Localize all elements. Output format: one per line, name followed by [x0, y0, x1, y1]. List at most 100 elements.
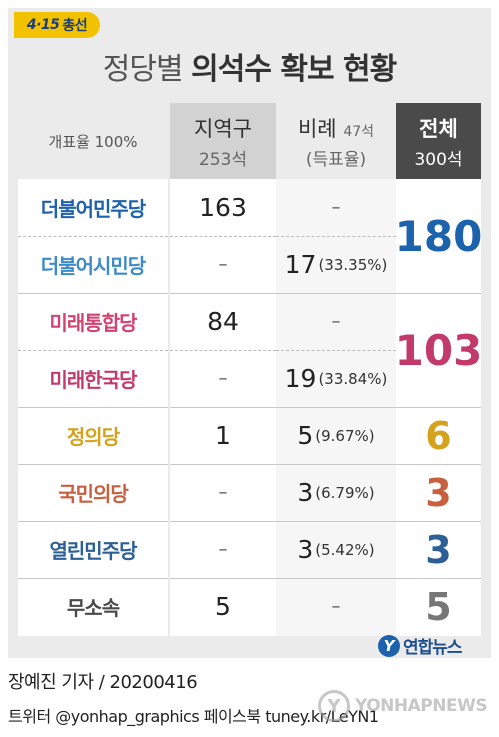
party-name: 국민의당: [58, 482, 129, 506]
title-light: 정당별: [102, 52, 184, 87]
row-divider: [18, 464, 168, 465]
row-divider: [170, 293, 276, 294]
pr-seats-value: 3: [297, 478, 314, 507]
district-seats: 84: [207, 307, 239, 336]
row-divider: [276, 293, 396, 294]
total-seats: 3: [425, 470, 452, 515]
row-divider: [276, 407, 396, 408]
party-name: 미래통합당: [49, 311, 138, 335]
badge-label: 총선: [62, 18, 88, 34]
total-divider: [396, 578, 481, 579]
header-pr: 비례 47석 (득표율): [276, 103, 396, 179]
district-seats: 163: [199, 193, 247, 222]
header-district-label: 지역구: [194, 116, 252, 141]
page-title: 정당별 의석수 확보 현황: [0, 44, 499, 88]
header-total: 전체 300석: [396, 103, 481, 179]
row-divider: [276, 350, 396, 351]
district-seats: 1: [215, 421, 231, 450]
row-divider: [18, 350, 168, 351]
row-divider: [276, 578, 396, 579]
pr-seats: 5 (9.67%): [276, 407, 396, 464]
total-column: 180 103 6 3 3 5: [394, 179, 483, 636]
yonhap-logo: Y 연합뉴스: [378, 633, 463, 658]
total-seats: 6: [425, 413, 452, 458]
header-total-seats: 300석: [414, 149, 463, 170]
pr-vote-share: (9.67%): [315, 426, 375, 445]
pr-seats-value: –: [331, 596, 341, 617]
row-divider: [170, 521, 276, 522]
row-divider: [276, 521, 396, 522]
total-seats: 180: [394, 211, 483, 261]
row-divider: [18, 293, 168, 294]
pr-seats: 3 (6.79%): [276, 464, 396, 521]
pr-seats: –: [276, 578, 396, 635]
total-seats: 5: [425, 584, 452, 629]
counting-rate: 개표율 100%: [48, 132, 138, 151]
row-divider: [170, 350, 276, 351]
badge-mark: 4·15: [26, 17, 60, 33]
total-divider: [396, 464, 481, 465]
party-name: 정의당: [66, 425, 120, 449]
pr-vote-share: (33.84%): [318, 369, 388, 388]
pr-seats-value: 5: [297, 421, 314, 450]
election-badge: 4·15 총선: [14, 12, 100, 38]
pr-seats: –: [276, 179, 396, 236]
row-divider: [276, 464, 396, 465]
total-divider: [396, 521, 481, 522]
sns-credit: 트위터 @yonhap_graphics 페이스북 tuney.kr/LeYN1: [8, 707, 379, 726]
title-bold: 의석수 확보 현황: [191, 52, 397, 87]
district-seats: –: [218, 482, 228, 503]
row-divider: [170, 407, 276, 408]
reporter-credit: 장예진 기자 / 20200416: [8, 672, 198, 693]
pr-seats-value: –: [331, 311, 341, 332]
yonhap-logo-icon: Y: [378, 634, 400, 657]
pr-seats: –: [276, 293, 396, 350]
pr-vote-share: (6.79%): [315, 483, 375, 502]
row-divider: [18, 407, 168, 408]
header-pr-sub: (득표율): [305, 149, 367, 170]
total-divider: [396, 293, 481, 294]
yonhap-watermark: Y YONHAPNEWS: [318, 690, 488, 722]
header-district: 지역구 253석: [170, 103, 276, 179]
row-divider: [170, 578, 276, 579]
party-name: 열린민주당: [49, 539, 138, 563]
table-header: 개표율 100% 지역구 253석 비례 47석 (득표율) 전체 300석: [18, 103, 481, 179]
district-seats: 5: [215, 592, 231, 621]
header-pr-label: 비례: [297, 116, 337, 141]
party-name: 미래한국당: [49, 368, 138, 392]
pr-vote-share: (33.35%): [318, 255, 388, 274]
total-divider: [396, 407, 481, 408]
total-seats: 103: [394, 325, 483, 375]
pr-seats-value: 19: [284, 364, 317, 393]
pr-seats-value: –: [331, 197, 341, 218]
seat-table: 개표율 100% 지역구 253석 비례 47석 (득표율) 전체 300석 더…: [18, 103, 483, 636]
district-seats: –: [218, 254, 228, 275]
row-divider: [18, 521, 168, 522]
row-divider: [18, 578, 168, 579]
total-seats: 3: [425, 527, 452, 572]
pr-seats-value: 17: [284, 250, 317, 279]
pr-seats: 19 (33.84%): [276, 350, 396, 407]
pr-seats-value: 3: [297, 535, 314, 564]
row-divider: [170, 236, 276, 237]
header-pr-seats: 47석: [343, 123, 375, 140]
pr-seats: 17 (33.35%): [276, 236, 396, 293]
party-name: 무소속: [66, 596, 120, 620]
pr-vote-share: (5.42%): [315, 540, 375, 559]
party-name: 더불어시민당: [40, 254, 146, 278]
header-total-label: 전체: [419, 116, 458, 141]
row-divider: [18, 236, 168, 237]
watermark-text: YONHAPNEWS: [355, 696, 488, 716]
district-seats: –: [218, 368, 228, 389]
pr-seats: 3 (5.42%): [276, 521, 396, 578]
header-district-seats: 253석: [198, 149, 248, 170]
header-pr-line: 비례 47석: [298, 113, 374, 143]
row-divider: [276, 236, 396, 237]
district-seats: –: [218, 539, 228, 560]
row-divider: [170, 464, 276, 465]
party-name: 더불어민주당: [40, 197, 146, 221]
watermark-icon: Y: [318, 690, 350, 722]
pr-column: –17 (33.35%) –19 (33.84%) 5 (9.67%) 3 (6.79%) 3(…: [276, 179, 396, 636]
yonhap-logo-text: 연합뉴스: [403, 638, 463, 658]
